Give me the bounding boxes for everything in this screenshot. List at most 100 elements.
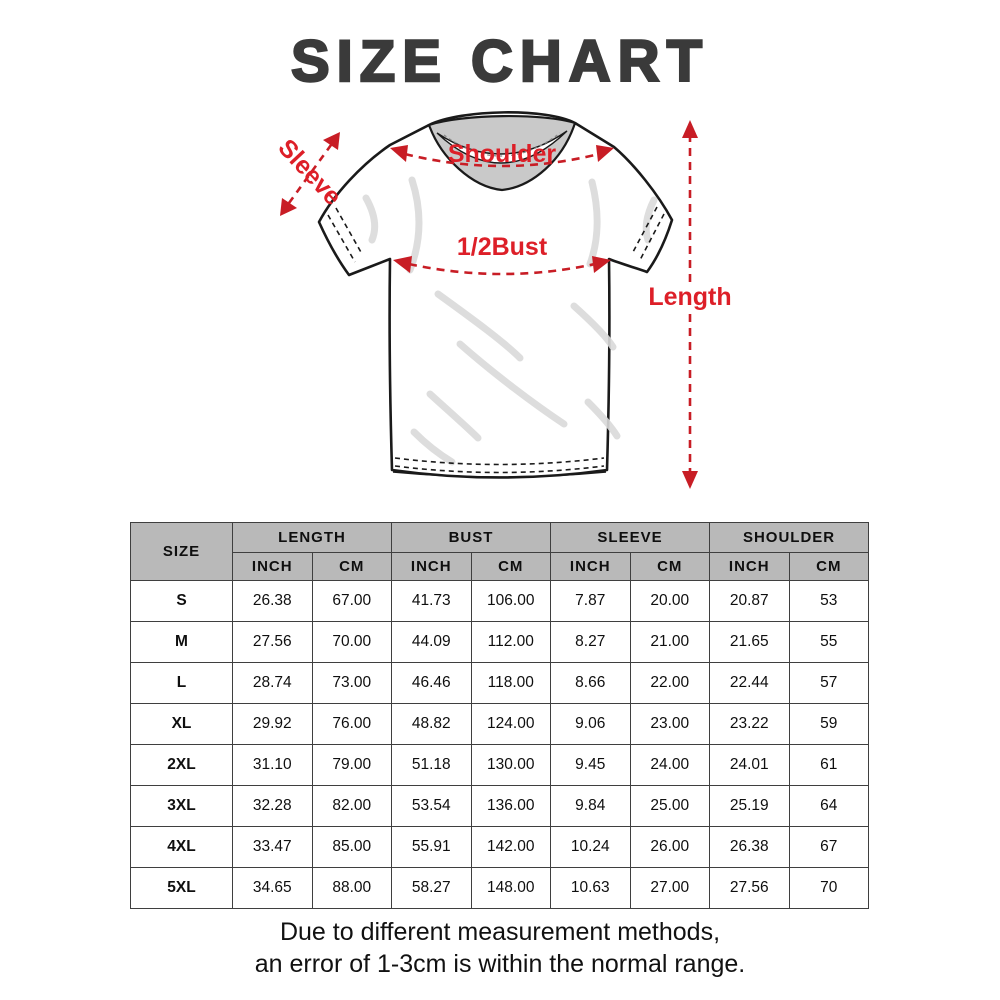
cell-value: 33.47: [232, 826, 313, 868]
cell-value: 48.82: [391, 703, 472, 745]
cell-size: 3XL: [130, 785, 233, 827]
cell-value: 10.63: [550, 867, 631, 909]
length-label: Length: [648, 283, 731, 311]
cell-value: 88.00: [311, 867, 393, 909]
cell-value: 27.56: [232, 621, 313, 663]
tshirt-outline: [317, 111, 674, 479]
cell-value: 67.00: [311, 580, 393, 622]
cell-value: 24.00: [629, 744, 711, 786]
cell-value: 112.00: [470, 621, 552, 663]
cell-value: 51.18: [391, 744, 472, 786]
cell-value: 79.00: [311, 744, 393, 786]
col-header-sleeve: SLEEVE: [550, 522, 711, 553]
measurement-disclaimer: Due to different measurement methods, an…: [0, 916, 1000, 980]
disclaimer-line-1: Due to different measurement methods,: [279, 918, 721, 946]
cell-value: 41.73: [391, 580, 472, 622]
cell-value: 118.00: [470, 662, 552, 704]
cell-value: 142.00: [470, 826, 552, 868]
tshirt-diagram: Sleeve Shoulder 1/2Bust Length: [262, 102, 738, 506]
size-chart-table: SIZE LENGTH BUST SLEEVE SHOULDER INCH CM…: [130, 522, 870, 909]
cell-value: 9.06: [550, 703, 631, 745]
cell-value: 23.22: [709, 703, 790, 745]
cell-value: 26.38: [709, 826, 790, 868]
cell-value: 106.00: [470, 580, 552, 622]
cell-value: 9.84: [550, 785, 631, 827]
unit-header-sleeve-cm: CM: [629, 552, 711, 581]
cell-value: 22.00: [629, 662, 711, 704]
unit-header-bust-cm: CM: [470, 552, 552, 581]
col-header-shoulder: SHOULDER: [709, 522, 870, 553]
col-header-length: LENGTH: [231, 522, 393, 553]
cell-value: 82.00: [311, 785, 393, 827]
cell-value: 55.91: [391, 826, 472, 868]
cell-size: 5XL: [130, 867, 233, 909]
cell-value: 22.44: [709, 662, 790, 704]
unit-header-shoulder-cm: CM: [788, 552, 870, 581]
length-arrow: [682, 120, 698, 489]
cell-value: 53: [788, 580, 870, 622]
tshirt-svg: Sleeve Shoulder 1/2Bust Length: [272, 111, 732, 489]
unit-header-bust-inch: INCH: [391, 552, 472, 581]
cell-value: 85.00: [311, 826, 393, 868]
cell-value: 55: [788, 621, 870, 663]
cell-value: 64: [788, 785, 870, 827]
unit-header-shoulder-inch: INCH: [709, 552, 790, 581]
cell-size: 2XL: [130, 744, 233, 786]
cell-size: M: [130, 621, 233, 663]
cell-value: 8.66: [550, 662, 631, 704]
table-row: 2XL 31.10 79.00 51.18 130.00 9.45 24.00 …: [130, 744, 870, 786]
cell-value: 10.24: [550, 826, 631, 868]
cell-value: 21.00: [629, 621, 711, 663]
sleeve-arrow: [280, 132, 340, 216]
cell-size: XL: [130, 703, 233, 745]
disclaimer-line-2: an error of 1-3cm is within the normal r…: [254, 950, 746, 978]
cell-value: 25.19: [709, 785, 790, 827]
cell-value: 136.00: [470, 785, 552, 827]
cell-value: 70: [788, 867, 870, 909]
cell-value: 130.00: [470, 744, 552, 786]
shoulder-arrow: [390, 145, 614, 168]
cell-value: 9.45: [550, 744, 631, 786]
cell-value: 7.87: [550, 580, 631, 622]
table-row: M 27.56 70.00 44.09 112.00 8.27 21.00 21…: [130, 621, 870, 663]
cell-value: 46.46: [391, 662, 472, 704]
unit-header-sleeve-inch: INCH: [550, 552, 631, 581]
page-title: SIZE CHART: [290, 28, 709, 95]
table-row: 3XL 32.28 82.00 53.54 136.00 9.84 25.00 …: [130, 785, 870, 827]
cell-value: 23.00: [629, 703, 711, 745]
cell-value: 26.00: [629, 826, 711, 868]
cell-value: 61: [788, 744, 870, 786]
cell-value: 20.00: [629, 580, 711, 622]
cell-size: S: [130, 580, 233, 622]
cell-value: 148.00: [470, 867, 552, 909]
cell-value: 76.00: [311, 703, 393, 745]
cell-value: 25.00: [629, 785, 711, 827]
table-row: XL 29.92 76.00 48.82 124.00 9.06 23.00 2…: [130, 703, 870, 745]
table-row: L 28.74 73.00 46.46 118.00 8.66 22.00 22…: [130, 662, 870, 704]
table-group-header-row: SIZE LENGTH BUST SLEEVE SHOULDER: [130, 522, 870, 581]
cell-value: 26.38: [232, 580, 313, 622]
table-row: 4XL 33.47 85.00 55.91 142.00 10.24 26.00…: [130, 826, 870, 868]
cell-value: 44.09: [391, 621, 472, 663]
unit-header-length-cm: CM: [311, 552, 393, 581]
cell-value: 57: [788, 662, 870, 704]
table-row: S 26.38 67.00 41.73 106.00 7.87 20.00 20…: [130, 580, 870, 622]
cell-value: 53.54: [391, 785, 472, 827]
cell-value: 29.92: [232, 703, 313, 745]
cell-value: 73.00: [311, 662, 393, 704]
cell-value: 8.27: [550, 621, 631, 663]
cell-value: 28.74: [232, 662, 313, 704]
cell-value: 58.27: [391, 867, 472, 909]
cell-value: 31.10: [232, 744, 313, 786]
col-header-bust: BUST: [391, 522, 552, 553]
cell-value: 27.56: [709, 867, 790, 909]
cell-value: 67: [788, 826, 870, 868]
bust-arrow: [393, 256, 611, 276]
cell-value: 24.01: [709, 744, 790, 786]
cell-size: L: [130, 662, 233, 704]
collar: [427, 114, 577, 192]
unit-header-length-inch: INCH: [232, 552, 313, 581]
col-header-size: SIZE: [130, 522, 233, 581]
table-row: 5XL 34.65 88.00 58.27 148.00 10.63 27.00…: [130, 867, 870, 909]
cell-value: 59: [788, 703, 870, 745]
